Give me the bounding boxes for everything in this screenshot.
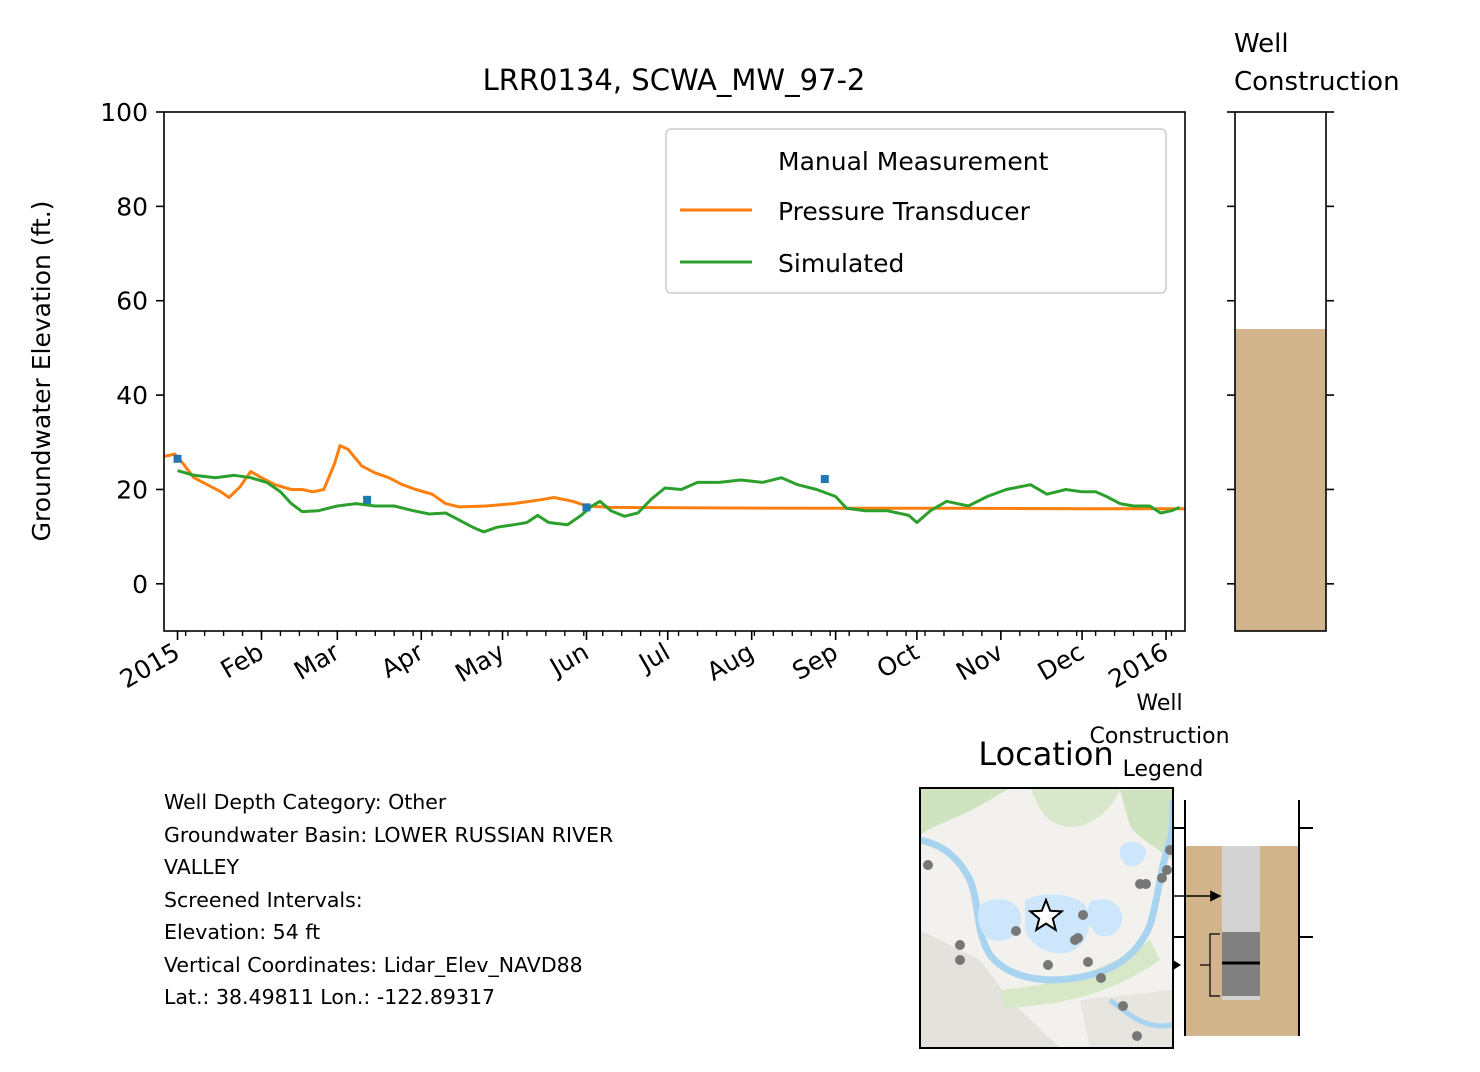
map-green-strip [1000, 940, 1160, 1008]
x-tick-label: 2016 [1103, 637, 1173, 694]
x-tick-label: Mar [289, 637, 345, 686]
location-map: Location [919, 735, 1174, 1049]
plot-frame [163, 111, 1186, 632]
map-hills-ne [1030, 788, 1120, 827]
well-legend-title: Well Construction Legend [1089, 691, 1236, 782]
info-line-vertical-coords: Vertical Coordinates: Lidar_Elev_NAVD88 [164, 952, 583, 977]
well-legend-title-line1: Well [1136, 691, 1182, 716]
legend-entry-simulated: Simulated [778, 249, 904, 278]
series-line-simulated [177, 469, 1181, 534]
x-tick-label: Jun [543, 637, 593, 683]
map-well-dot [955, 940, 965, 950]
star-icon [1027, 897, 1065, 933]
x-tick-label: Sep [787, 637, 842, 686]
map-tiles [920, 788, 1173, 1048]
info-line-latlon: Lat.: 38.49811 Lon.: -122.89317 [164, 985, 496, 1009]
map-well-dot [1132, 1031, 1142, 1041]
point-manual-measurement [582, 503, 591, 512]
y-axis: 0 20 40 60 80 100 [100, 98, 164, 599]
y-axis-label: Groundwater Elevation (ft.) [27, 201, 56, 542]
map-well-dot [955, 955, 965, 965]
x-tick-label: Feb [216, 637, 269, 684]
map-well-dot [1165, 845, 1173, 855]
x-tick-label: Nov [951, 637, 1008, 687]
map-well-dot [1162, 865, 1172, 875]
y-tick-label: 20 [116, 475, 148, 504]
legend-bracket [1200, 933, 1220, 997]
legend-entry-manual-measurement: Manual Measurement [778, 147, 1049, 176]
x-tick-label: 2015 [115, 637, 185, 694]
x-tick-label: May [450, 637, 509, 688]
y-tick-label: 40 [116, 381, 148, 410]
point-manual-measurement [363, 495, 372, 504]
map-well-dot [1073, 933, 1083, 943]
point-manual-measurement [173, 454, 182, 463]
x-tick-label: Jul [632, 637, 674, 678]
map-urban [920, 930, 1060, 1048]
map-frame [919, 787, 1174, 1049]
x-tick-label: Apr [376, 637, 429, 684]
map-wells [923, 845, 1173, 1041]
info-line-depth-category: Well Depth Category: Other [164, 790, 447, 814]
well-panel-frame [1234, 111, 1327, 632]
well-info-text: Well Depth Category: Other Groundwater B… [164, 786, 804, 1014]
series-layer [164, 444, 1185, 534]
map-well-dot [1141, 879, 1151, 889]
info-line-basin-cont: VALLEY [164, 855, 240, 879]
info-line-basin: Groundwater Basin: LOWER RUSSIAN RIVER [164, 822, 614, 847]
y-tick-label: 100 [100, 98, 148, 127]
map-well-dot [1083, 957, 1093, 967]
well-legend-title-line2: Construction [1089, 724, 1229, 749]
info-line-elevation: Elevation: 54 ft [164, 920, 321, 944]
main-chart: LRR0134, SCWA_MW_97-2 Groundwater Elevat… [27, 63, 1186, 694]
map-urban-se [1080, 990, 1173, 1048]
chart-title: LRR0134, SCWA_MW_97-2 [483, 63, 866, 97]
location-title: Location [978, 735, 1113, 773]
map-pond-4 [1119, 841, 1146, 867]
map-well-dot [1078, 910, 1088, 920]
map-well-dot [1043, 960, 1053, 970]
map-pond-3 [1087, 899, 1123, 937]
x-axis: 2015 Feb Mar Apr May Jun Jul Aug Sep Oct Nov Dec 201… [115, 631, 1173, 694]
well-construction-title-line1: Well [1234, 29, 1289, 59]
map-well-dot [1011, 926, 1021, 936]
legend-box [665, 128, 1167, 294]
map-well-dot [1157, 873, 1167, 883]
map-well-dot [1118, 1001, 1128, 1011]
well-construction-title-line2: Construction [1234, 67, 1400, 97]
map-river-south [1108, 998, 1173, 1029]
info-line-screened: Screened Intervals: [164, 887, 363, 912]
legend-entry-pressure-transducer: Pressure Transducer [778, 197, 1031, 226]
well-construction-panel: Well Construction [1227, 29, 1400, 632]
ground-fill [1235, 329, 1326, 631]
map-well-dot [923, 860, 933, 870]
x-tick-label: Dec [1033, 637, 1089, 686]
y-tick-label: 0 [132, 570, 148, 599]
map-well-dot [1096, 973, 1106, 983]
well-construction-legend: Well Construction Legend [1089, 691, 1313, 1036]
y-tick-label: 80 [116, 192, 148, 221]
legend-arrow-left [1173, 960, 1181, 970]
map-hills [920, 788, 1010, 836]
legend: Manual Measurement Pressure Transducer S… [665, 128, 1167, 294]
point-manual-measurement [820, 475, 829, 484]
well-panel-ticks [1227, 111, 1334, 585]
x-tick-label: Aug [702, 637, 759, 687]
map-pond-1 [978, 899, 1021, 941]
series-line-pressure-transducer [164, 444, 1185, 511]
well-legend-title-line3: Legend [1123, 757, 1204, 782]
well-construction-title: Well Construction [1234, 29, 1400, 97]
x-tick-label: Oct [872, 637, 924, 684]
map-hills-e [1120, 790, 1173, 860]
y-tick-label: 60 [116, 287, 148, 316]
